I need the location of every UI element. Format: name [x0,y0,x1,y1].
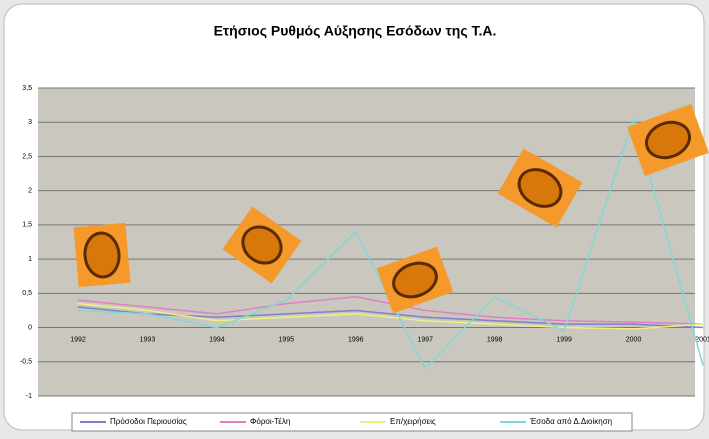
legend [71,412,633,432]
y-tick-label: -1 [26,393,32,400]
legend-label: Φόροι-Τέλη [250,417,290,426]
y-tick-label: 3,5 [22,85,32,92]
decorations [73,103,709,314]
x-tick-label: 1999 [556,336,572,343]
x-tick-label: 2001 [695,336,709,343]
y-tick-label: 1 [28,256,32,263]
x-tick-label: 1994 [209,336,225,343]
chart-title: Ετήσιος Ρυθμός Αύξησης Εσόδων της Τ.Α. [214,23,497,39]
y-tick-label: 2,5 [22,153,32,160]
legend-label: Πρόσοδοι Περιουσίας [110,417,187,426]
x-tick-label: 2000 [626,336,642,343]
x-tick-label: 1993 [140,336,156,343]
y-tick-label: 0,5 [22,290,32,297]
x-tick-label: 1997 [417,336,433,343]
plot-area [38,88,695,396]
y-tick-label: 0 [28,324,32,331]
x-tick-label: 1998 [487,336,503,343]
y-tick-label: 2 [28,188,32,195]
y-tick-label: 1,5 [22,222,32,229]
x-tick-label: 1996 [348,336,364,343]
series-line [77,302,704,330]
legend-label: Επ/χειρήσεις [390,417,436,426]
x-tick-label: 1995 [279,336,295,343]
y-tick-label: 3 [28,119,32,126]
x-tick-label: 1992 [70,336,86,343]
legend-label: Έσοδα από Δ.Διοίκηση [529,417,612,426]
y-tick-label: -0,5 [20,359,32,366]
